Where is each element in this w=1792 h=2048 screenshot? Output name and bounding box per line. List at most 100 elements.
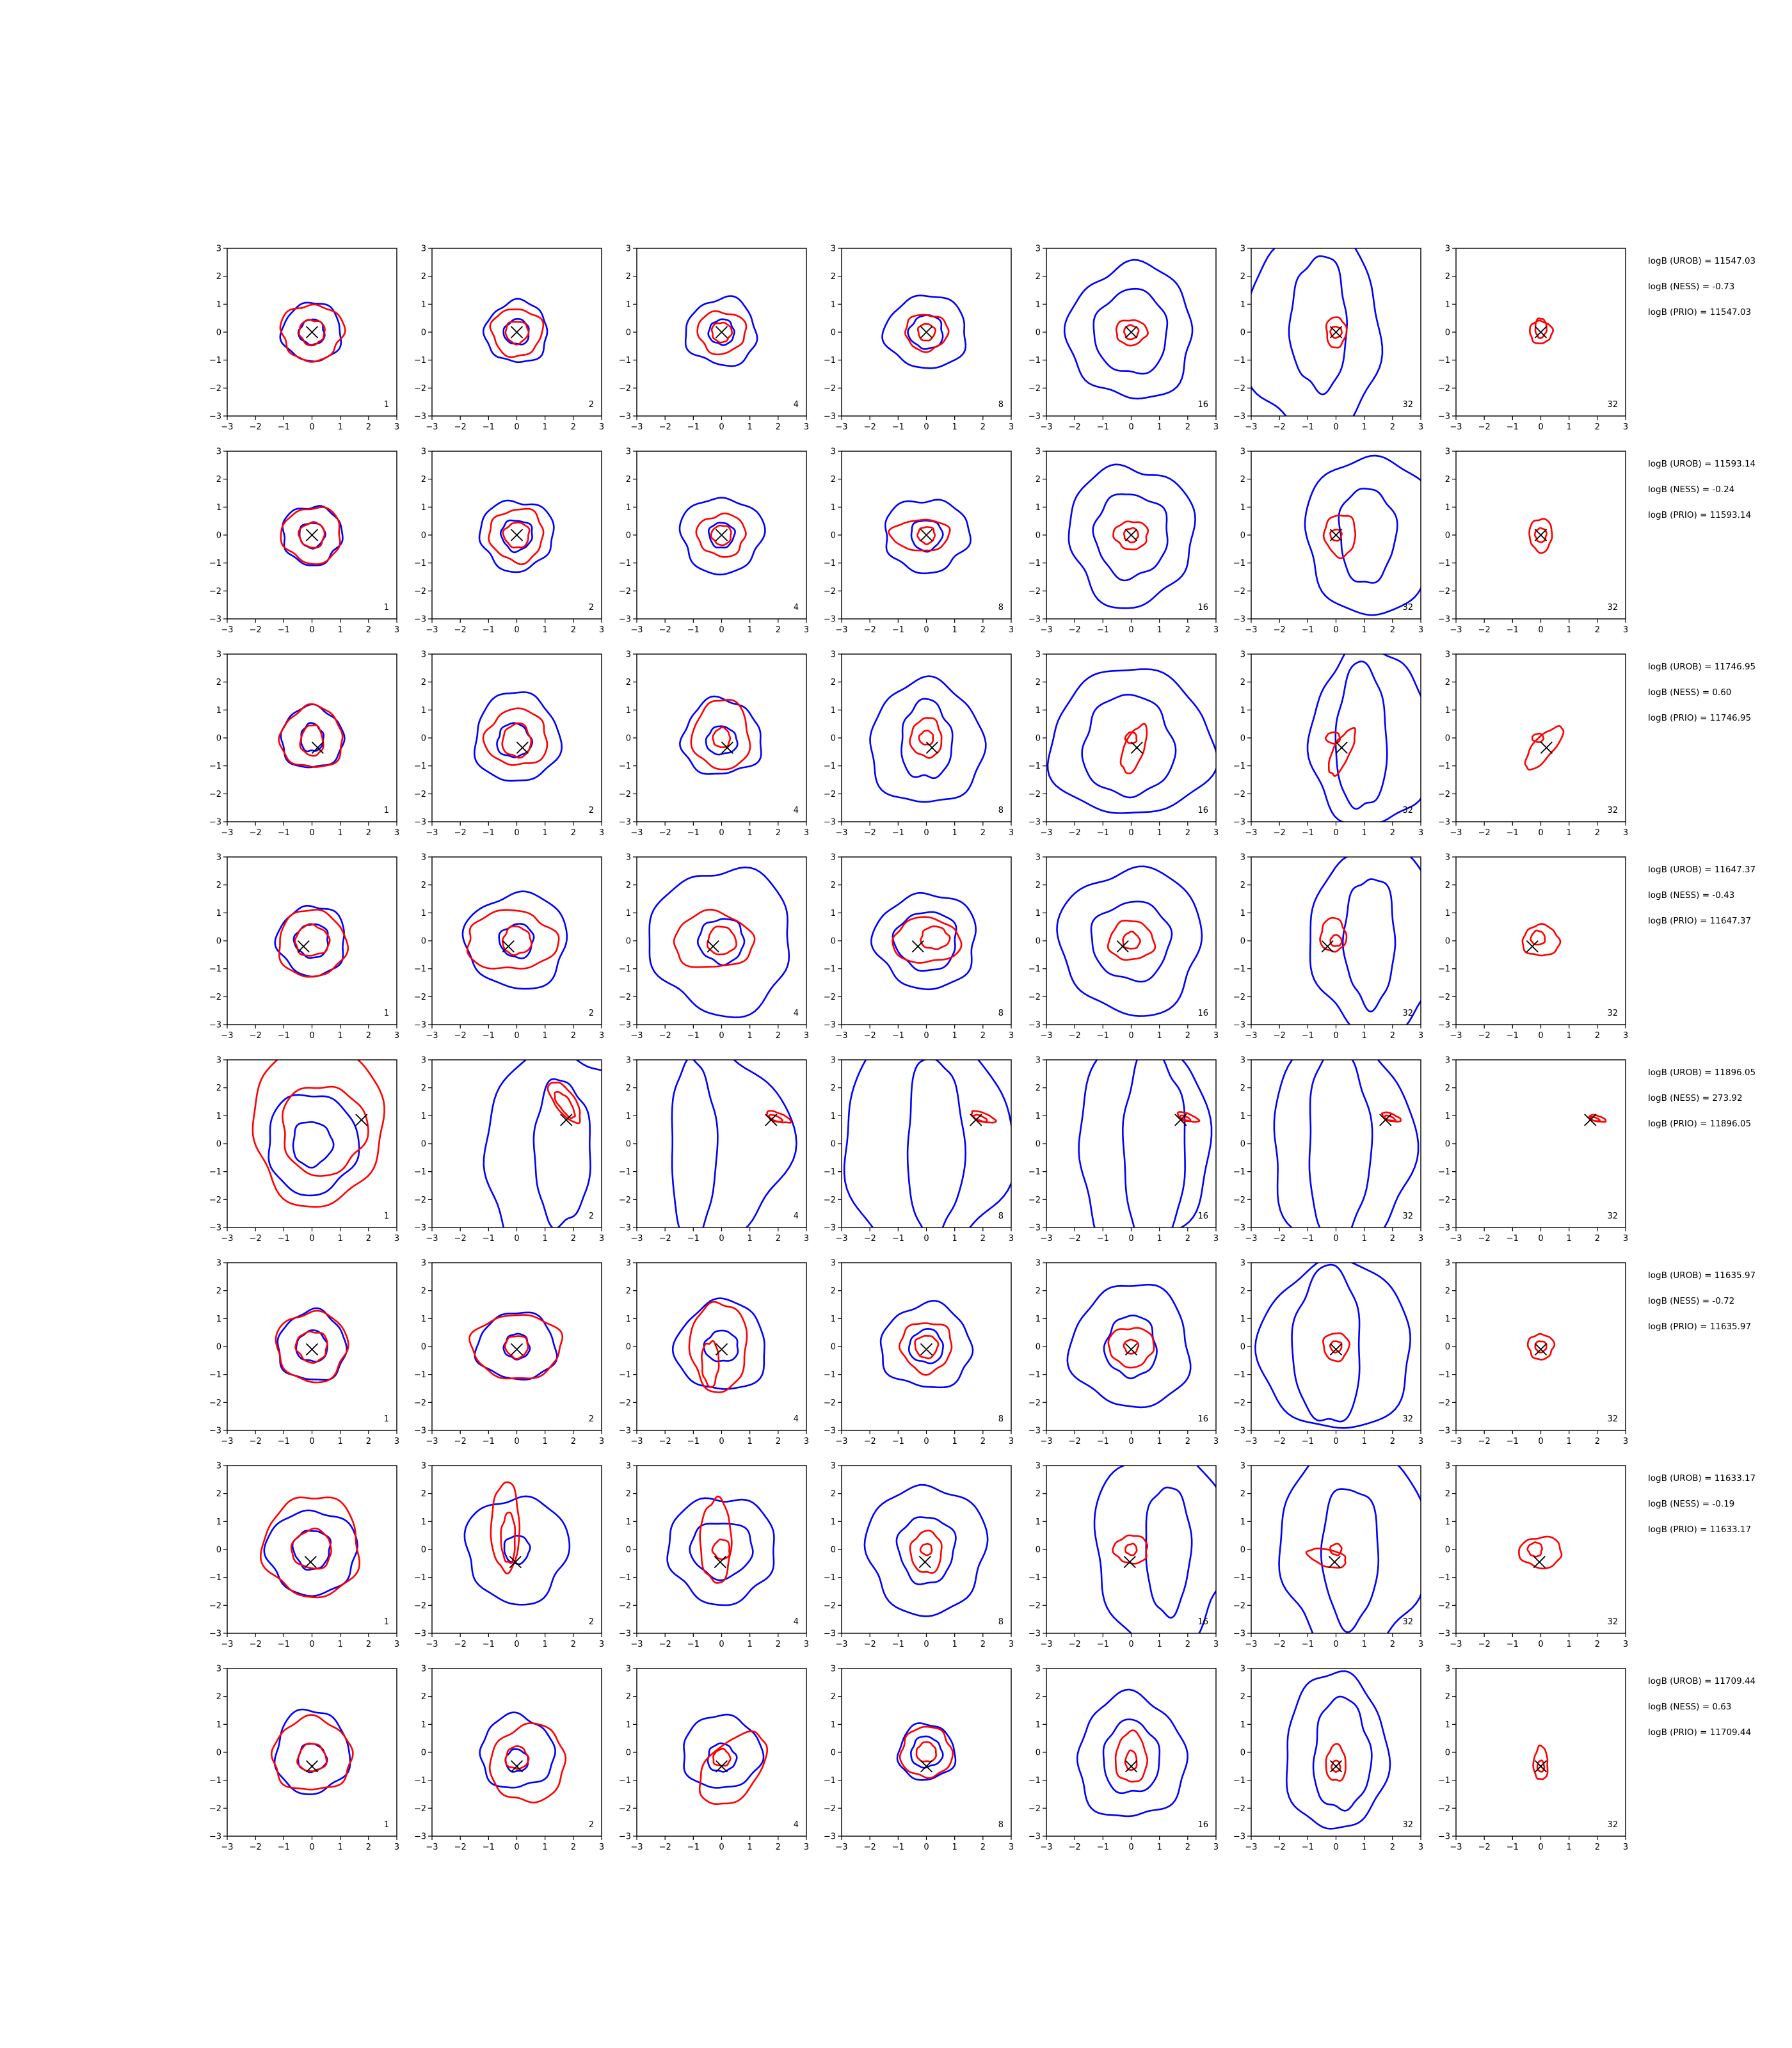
y-tick-label: 1 [216, 1517, 221, 1527]
truth-marker [1123, 1556, 1136, 1569]
logb-stat: logB (NESS) = 0.63 [1648, 1702, 1731, 1712]
x-tick-label: 1 [1567, 828, 1572, 838]
red-contour-level-1 [482, 707, 548, 766]
blue-contour-level-1 [1304, 454, 1421, 616]
x-tick-label: 3 [1418, 1843, 1423, 1852]
red-contour-level-1 [1322, 515, 1356, 559]
y-tick-label: −2 [1233, 993, 1245, 1002]
logb-stat: logB (PRIO) = 11633.17 [1648, 1524, 1751, 1535]
x-tick-label: 1 [748, 1234, 753, 1244]
x-tick-label: −3 [1450, 828, 1462, 838]
x-tick-label: 1 [748, 1843, 753, 1852]
y-tick-label: 0 [421, 937, 426, 947]
red-contour-level-2 [1123, 527, 1139, 543]
y-tick-label: −3 [824, 1832, 836, 1842]
subplot-r7-c3: −3 −2 −1 0 1 2 3 −3 −2 −1 0 1 2 3 4 [619, 1462, 809, 1650]
x-tick-label: 2 [1185, 828, 1190, 838]
y-tick-label: −1 [619, 1370, 631, 1380]
y-tick-label: 2 [1240, 1489, 1245, 1499]
x-tick-label: 1 [1567, 1234, 1572, 1244]
blue-contour-level-2 [1341, 878, 1396, 1012]
panel-label: 32 [1607, 1617, 1618, 1627]
logb-stat: logB (UROB) = 11635.97 [1648, 1270, 1756, 1281]
y-tick-label: 0 [1036, 1546, 1041, 1555]
red-contour-level-2 [1526, 1541, 1543, 1558]
y-tick-label: 1 [421, 706, 426, 716]
panel-label: 1 [384, 1617, 389, 1627]
x-tick-label: −3 [835, 1437, 847, 1446]
panel-label: 4 [794, 1617, 799, 1627]
x-tick-label: −1 [278, 1437, 290, 1446]
logb-stat: logB (NESS) = -0.43 [1648, 890, 1734, 900]
x-tick-label: 1 [952, 625, 957, 635]
red-contour-level-2 [1124, 1542, 1138, 1556]
x-tick-label: 3 [599, 1437, 604, 1446]
blue-contour-level-1 [1056, 865, 1203, 1017]
y-tick-label: −1 [824, 1370, 836, 1380]
logb-stat: logB (UROB) = 11647.37 [1648, 865, 1756, 875]
x-tick-label: 0 [1538, 828, 1543, 838]
plot-area [683, 1713, 769, 1805]
x-tick-label: 3 [804, 422, 809, 432]
truth-marker [707, 940, 719, 953]
x-tick-label: 0 [924, 1031, 929, 1041]
y-tick-label: 2 [1036, 678, 1041, 687]
red-contour-level-1 [278, 703, 344, 768]
x-tick-label: 2 [980, 1234, 986, 1244]
y-tick-label: −3 [824, 1224, 836, 1233]
x-tick-label: −1 [1302, 1234, 1314, 1244]
plot-area [479, 1711, 567, 1804]
x-tick-label: 2 [1185, 1843, 1190, 1852]
x-tick-label: 1 [1567, 625, 1572, 635]
y-tick-label: −3 [414, 1224, 426, 1233]
y-tick-label: −3 [824, 1629, 836, 1639]
x-tick-label: 0 [1128, 422, 1133, 432]
red-contour-level-2 [972, 1114, 988, 1123]
y-tick-label: 2 [216, 475, 221, 484]
x-tick-label: 1 [1362, 1234, 1367, 1244]
x-tick-label: 0 [719, 828, 724, 838]
x-tick-label: 0 [514, 1234, 519, 1244]
x-tick-label: 2 [1390, 625, 1395, 635]
x-tick-label: −3 [426, 625, 438, 635]
x-tick-label: −3 [1040, 1437, 1052, 1446]
y-tick-label: 2 [1445, 1489, 1450, 1499]
y-tick-label: 2 [216, 272, 221, 282]
x-tick-label: −1 [483, 1031, 495, 1041]
panel-label: 2 [589, 400, 594, 410]
y-tick-label: 0 [1445, 1140, 1450, 1149]
truth-marker [510, 1343, 524, 1356]
y-tick-label: −2 [209, 587, 221, 596]
y-tick-label: −2 [209, 384, 221, 394]
x-tick-label: −1 [278, 1031, 290, 1041]
x-tick-label: −3 [835, 828, 847, 838]
y-tick-label: −2 [1028, 1398, 1041, 1408]
x-tick-label: 1 [543, 1640, 548, 1649]
blue-contour-level-2 [500, 519, 533, 554]
blue-contour-level-2 [689, 1523, 754, 1581]
plot-area [879, 1300, 974, 1389]
x-tick-label: −2 [659, 625, 671, 635]
red-contour-level-1 [1115, 319, 1149, 347]
blue-contour-level-2 [1291, 1263, 1361, 1423]
y-tick-label: 2 [831, 1692, 836, 1702]
x-tick-label: −3 [1450, 1234, 1462, 1244]
x-tick-label: 2 [1185, 1031, 1190, 1041]
x-tick-label: 2 [1185, 422, 1190, 432]
subplot-r6-c2: −3 −2 −1 0 1 2 3 −3 −2 −1 0 1 2 3 2 [414, 1259, 604, 1447]
y-tick-label: −3 [209, 615, 221, 625]
x-tick-label: −3 [1450, 1640, 1462, 1649]
panel-label: 32 [1607, 1212, 1618, 1221]
x-tick-label: 0 [514, 1843, 519, 1852]
x-tick-label: 2 [776, 422, 781, 432]
blue-contour-level-1 [273, 1708, 351, 1795]
x-tick-label: 2 [366, 828, 371, 838]
truth-marker [918, 1556, 931, 1569]
y-tick-label: 2 [216, 1489, 221, 1499]
logb-stat: logB (PRIO) = 11647.37 [1648, 916, 1751, 926]
plot-area [1526, 1332, 1556, 1361]
red-contour-level-1 [909, 717, 943, 759]
x-tick-label: −3 [1040, 422, 1052, 432]
x-tick-label: 0 [1538, 1437, 1543, 1446]
y-tick-label: 3 [1445, 1462, 1450, 1471]
